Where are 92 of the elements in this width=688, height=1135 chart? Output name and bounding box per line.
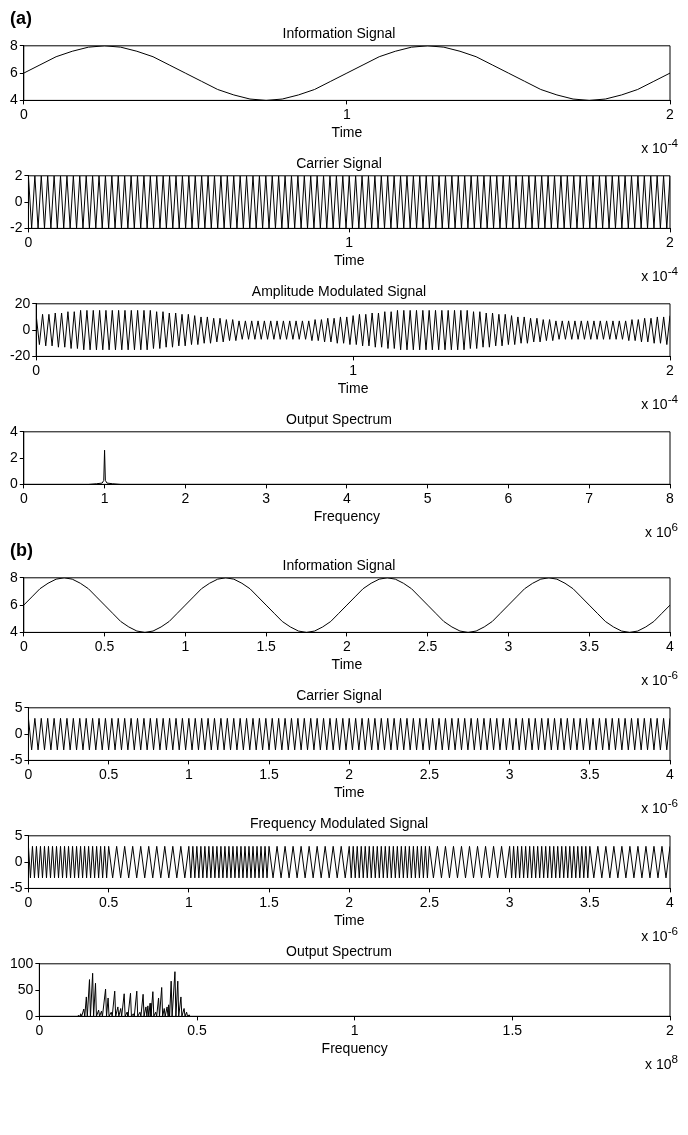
text: x 10$^{-4}$ bbox=[641, 264, 678, 284]
x-axis-title: Time bbox=[331, 124, 363, 141]
chart-title: Carrier Signal bbox=[296, 687, 382, 704]
x-tick-label: 0.5 bbox=[98, 893, 119, 910]
y-tick-label: 0 bbox=[14, 724, 23, 741]
x-tick-label: 2.5 bbox=[419, 765, 440, 782]
x-tick-label: 3.5 bbox=[580, 765, 600, 782]
y-tick-label: 20 bbox=[14, 294, 31, 311]
text: x 10$^{8}$ bbox=[645, 1052, 678, 1072]
x-tick-label: 1 bbox=[100, 489, 109, 506]
x-tick-label: 1 bbox=[181, 637, 190, 654]
y-tick-label: 5 bbox=[14, 698, 23, 715]
x-tick-label: 2 bbox=[666, 233, 675, 250]
x-tick-label: 2 bbox=[342, 637, 351, 654]
x-tick-label: 4 bbox=[342, 489, 351, 506]
y-tick-label: 100 bbox=[10, 954, 34, 971]
x-tick-label: 2 bbox=[666, 361, 675, 378]
text: x 10$^{-4}$ bbox=[641, 392, 678, 412]
x-tick-label: 3 bbox=[262, 489, 271, 506]
y-tick-label: 4 bbox=[9, 91, 18, 108]
x-tick-label: 1.5 bbox=[259, 893, 279, 910]
y-tick-label: 0 bbox=[9, 475, 18, 492]
y-tick-label: 0 bbox=[14, 852, 23, 869]
y-tick-label: -20 bbox=[10, 347, 31, 364]
chart-title: Output Spectrum bbox=[286, 943, 392, 960]
x-tick-label: 1 bbox=[184, 765, 193, 782]
chart-title: Frequency Modulated Signal bbox=[249, 815, 429, 832]
x-tick-label: 1 bbox=[342, 105, 351, 122]
x-tick-label: 5 bbox=[423, 489, 432, 506]
y-tick-label: 2 bbox=[9, 448, 18, 465]
x-tick-label: 2.5 bbox=[419, 893, 440, 910]
x-tick-label: 0.5 bbox=[98, 765, 119, 782]
text: x 10$^{-4}$ bbox=[641, 136, 678, 156]
x-tick-label: 8 bbox=[666, 489, 675, 506]
chart-title: Output Spectrum bbox=[286, 411, 392, 428]
x-tick-label: 2 bbox=[666, 1021, 675, 1038]
x-axis-title: Frequency bbox=[321, 1040, 388, 1057]
x-axis-title: Frequency bbox=[313, 508, 380, 525]
x-tick-label: 1 bbox=[345, 233, 354, 250]
x-tick-label: 2 bbox=[345, 893, 354, 910]
y-tick-label: 6 bbox=[9, 63, 18, 80]
x-tick-label: 7 bbox=[585, 489, 594, 506]
chart-title: Information Signal bbox=[282, 557, 396, 574]
x-tick-label: 4 bbox=[666, 765, 675, 782]
y-tick-label: 0 bbox=[25, 1007, 34, 1024]
x-tick-label: 1.5 bbox=[259, 765, 279, 782]
y-tick-label: 50 bbox=[17, 980, 34, 997]
x-tick-label: 3 bbox=[505, 893, 514, 910]
chart-title: Amplitude Modulated Signal bbox=[251, 283, 427, 300]
chart-title: Carrier Signal bbox=[296, 155, 382, 172]
text: x 10$^{-6}$ bbox=[641, 668, 678, 688]
y-tick-label: 8 bbox=[9, 568, 18, 585]
x-tick-label: 3 bbox=[505, 765, 514, 782]
x-tick-label: 3 bbox=[504, 637, 513, 654]
y-tick-label: -2 bbox=[10, 219, 23, 236]
x-axis-title: Time bbox=[331, 656, 363, 673]
x-axis-title: Time bbox=[333, 784, 365, 801]
y-tick-label: 8 bbox=[9, 36, 18, 53]
y-tick-label: -5 bbox=[10, 751, 23, 768]
x-tick-label: 6 bbox=[504, 489, 513, 506]
y-tick-label: -5 bbox=[10, 879, 23, 896]
text: x 10$^{-6}$ bbox=[641, 796, 678, 816]
text: (b) bbox=[10, 540, 33, 561]
x-tick-label: 2.5 bbox=[417, 637, 438, 654]
text: x 10$^{6}$ bbox=[645, 520, 678, 540]
text: x 10$^{-6}$ bbox=[641, 924, 678, 944]
y-tick-label: 0 bbox=[22, 320, 31, 337]
x-tick-label: 3.5 bbox=[580, 893, 600, 910]
x-tick-label: 1 bbox=[184, 893, 193, 910]
x-tick-label: 2 bbox=[181, 489, 190, 506]
x-tick-label: 4 bbox=[666, 637, 675, 654]
x-tick-label: 1 bbox=[349, 361, 358, 378]
x-axis-title: Time bbox=[333, 252, 365, 269]
y-tick-label: 0 bbox=[14, 192, 23, 209]
x-tick-label: 1.5 bbox=[256, 637, 277, 654]
x-tick-label: 4 bbox=[666, 893, 675, 910]
y-tick-label: 4 bbox=[9, 422, 18, 439]
y-tick-label: 6 bbox=[9, 595, 18, 612]
x-tick-label: 0.5 bbox=[187, 1021, 207, 1038]
x-axis-title: Time bbox=[337, 380, 369, 397]
x-tick-label: 2 bbox=[666, 105, 675, 122]
y-tick-label: 5 bbox=[14, 826, 23, 843]
y-tick-label: 2 bbox=[14, 166, 23, 183]
x-tick-label: 3.5 bbox=[579, 637, 600, 654]
x-tick-label: 2 bbox=[345, 765, 354, 782]
x-tick-label: 1 bbox=[350, 1021, 359, 1038]
x-axis-title: Time bbox=[333, 912, 365, 929]
text: (a) bbox=[10, 8, 32, 29]
x-tick-label: 0.5 bbox=[94, 637, 115, 654]
x-tick-label: 1.5 bbox=[502, 1021, 523, 1038]
y-tick-label: 4 bbox=[9, 623, 18, 640]
chart-title: Information Signal bbox=[282, 25, 396, 42]
